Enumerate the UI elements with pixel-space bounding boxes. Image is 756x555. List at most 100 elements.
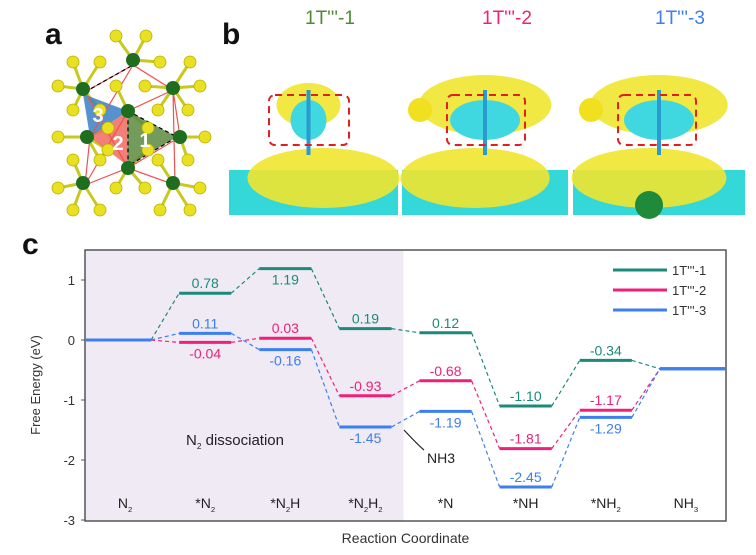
chalcogen-atom — [408, 98, 432, 122]
panel-b-title-2: 1T'''-2 — [482, 8, 532, 29]
x-category-label: *N2​H — [270, 495, 300, 514]
panel-b-title-3: 1T'''-3 — [655, 8, 705, 29]
connector-2 — [231, 337, 260, 343]
data-label-1: 1.19 — [272, 272, 299, 288]
metal-atom — [80, 130, 94, 144]
y-tick-label: -3 — [63, 513, 75, 528]
x-category-label: N2​ — [118, 495, 132, 514]
connector-1 — [230, 268, 260, 294]
annotation-arrow — [403, 429, 425, 451]
chalcogen-atom — [141, 143, 155, 157]
chalcogen-atom — [183, 55, 197, 69]
legend-label-3: 1T'''-3 — [672, 303, 706, 318]
chalcogen-atom — [183, 203, 197, 217]
panel-label-b: b — [222, 18, 241, 51]
highlight-box — [617, 94, 697, 146]
connector-2 — [631, 368, 661, 411]
charge-density-image-3 — [571, 55, 745, 219]
connector-3 — [150, 332, 180, 341]
chalcogen-atom — [138, 181, 152, 195]
metal-atom — [76, 176, 90, 190]
data-label-3: -1.29 — [590, 420, 622, 436]
connector-3 — [471, 411, 501, 488]
chalcogen-atom — [51, 130, 65, 144]
yellow-lobe — [400, 148, 550, 208]
chalcogen-atom — [151, 153, 165, 167]
shaded-region — [85, 250, 404, 521]
panel-label-a: a — [45, 18, 62, 51]
data-label-2: 0.03 — [272, 320, 299, 336]
chalcogen-atom — [138, 79, 152, 93]
metal-atom — [166, 81, 180, 95]
chalcogen-atom — [109, 29, 123, 43]
connector-1 — [391, 328, 420, 334]
data-label-1: 0.12 — [432, 315, 459, 331]
metal-atom — [126, 53, 140, 67]
chalcogen-atom — [193, 79, 207, 93]
data-label-3: -2.45 — [510, 469, 542, 485]
y-tick-label: -1 — [63, 393, 75, 408]
chalcogen-atom — [193, 181, 207, 195]
x-category-label: *NH — [513, 495, 539, 511]
connector-2 — [391, 380, 420, 397]
chalcogen-atom — [181, 103, 195, 117]
chalcogen-atom — [101, 143, 115, 157]
chalcogen-atom — [579, 98, 603, 122]
chalcogen-atom — [93, 153, 107, 167]
chalcogen-atom — [181, 153, 195, 167]
x-category-label: *NH2​ — [591, 495, 621, 514]
legend-label-2: 1T'''-2 — [672, 283, 706, 298]
chalcogen-atom — [198, 130, 212, 144]
panel-b-title-1: 1T'''-1 — [305, 8, 355, 29]
chalcogen-atom — [93, 103, 107, 117]
chalcogen-atom — [93, 55, 107, 69]
data-label-2: -1.81 — [510, 431, 542, 447]
chalcogen-atom — [101, 121, 115, 135]
chalcogen-atom — [153, 203, 167, 217]
connector-2 — [471, 380, 501, 449]
triangle-label-2: 2 — [112, 133, 123, 155]
y-tick-label: 1 — [68, 273, 75, 288]
metal-atom — [166, 176, 180, 190]
chalcogen-atom — [141, 121, 155, 135]
data-label-2: -0.04 — [189, 345, 221, 361]
annotation-label: NH3 — [427, 450, 455, 466]
chalcogen-atom — [109, 181, 123, 195]
connector-2 — [151, 339, 180, 343]
chalcogen-atom — [66, 153, 80, 167]
y-tick-label: 0 — [68, 333, 75, 348]
charge-density-image-2 — [400, 55, 568, 215]
connector-1 — [551, 360, 581, 407]
connector-3 — [230, 332, 260, 351]
metal-atom — [121, 104, 135, 118]
panel-label-c: c — [22, 228, 39, 261]
shaded-region-label: N2​ dissociation — [186, 432, 284, 451]
connector-3 — [551, 417, 581, 488]
charge-density-image-1 — [229, 55, 400, 215]
dashed-line — [84, 64, 134, 93]
highlight-box — [268, 94, 350, 146]
triangle-1 — [128, 111, 177, 166]
data-label-2: -1.17 — [590, 392, 622, 408]
data-label-1: -0.34 — [590, 342, 622, 358]
chalcogen-atom — [109, 79, 123, 93]
metal-atom — [121, 161, 135, 175]
yellow-lobe — [571, 148, 727, 208]
connector-1 — [631, 359, 661, 370]
data-label-1: 0.78 — [192, 275, 219, 291]
legend-label-1: 1T'''-1 — [672, 263, 706, 278]
chalcogen-atom — [151, 103, 165, 117]
connector-3 — [391, 410, 420, 428]
chalcogen-atom — [66, 55, 80, 69]
chalcogen-atom — [139, 29, 153, 43]
data-label-2: -0.93 — [349, 378, 381, 394]
chalcogen-atom — [51, 79, 65, 93]
chalcogen-atom — [66, 103, 80, 117]
plot-frame — [84, 249, 727, 522]
connector-3 — [631, 368, 661, 418]
x-category-label: *N2​H2​ — [348, 495, 382, 514]
triangle-label-1: 1 — [139, 130, 150, 152]
connector-1 — [150, 292, 180, 341]
connector-2 — [551, 409, 581, 449]
